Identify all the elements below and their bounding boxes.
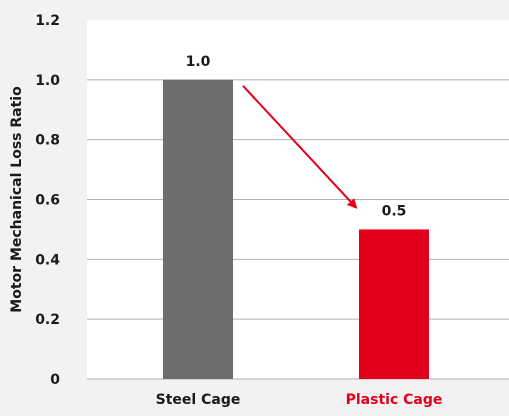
y-tick-label: 0.2 [35, 312, 60, 328]
data-label: 1.0 [186, 54, 211, 70]
y-tick-label: 1.2 [35, 13, 60, 29]
data-label: 0.5 [382, 203, 407, 219]
y-tick-label: 0.4 [35, 252, 60, 268]
y-tick-label: 1.0 [35, 73, 60, 89]
y-tick-label: 0.6 [35, 193, 60, 209]
y-tick-label: 0.8 [35, 133, 60, 149]
category-label: Plastic Cage [346, 392, 443, 408]
x-axis-categories: Steel Cage Plastic Cage [156, 392, 443, 408]
y-axis-label: Motor Mechanical Loss Ratio [9, 86, 25, 313]
bar-plastic-cage [359, 229, 429, 379]
category-label: Steel Cage [156, 392, 241, 408]
y-tick-label: 0 [50, 372, 60, 388]
bar-steel-cage [163, 80, 233, 379]
y-axis-ticks: 0 0.2 0.4 0.6 0.8 1.0 1.2 [35, 13, 60, 388]
